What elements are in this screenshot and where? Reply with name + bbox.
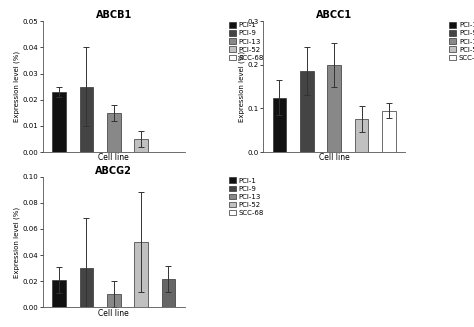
- Bar: [107, 294, 120, 307]
- Y-axis label: Expression level (%): Expression level (%): [13, 206, 20, 278]
- Bar: [80, 268, 93, 307]
- Y-axis label: Expression level (%): Expression level (%): [238, 51, 245, 122]
- Bar: [80, 87, 93, 152]
- Legend: PCI-1, PCI-9, PCI-13, PCI-52, SCC-68: PCI-1, PCI-9, PCI-13, PCI-52, SCC-68: [449, 22, 474, 61]
- Bar: [52, 92, 66, 152]
- X-axis label: Cell line: Cell line: [99, 309, 129, 318]
- Title: ABCG2: ABCG2: [95, 166, 132, 176]
- Bar: [382, 111, 396, 152]
- Legend: PCI-1, PCI-9, PCI-13, PCI-52, SCC-68: PCI-1, PCI-9, PCI-13, PCI-52, SCC-68: [229, 178, 264, 216]
- Bar: [107, 113, 120, 152]
- Legend: PCI-1, PCI-9, PCI-13, PCI-52, SCC-68: PCI-1, PCI-9, PCI-13, PCI-52, SCC-68: [229, 22, 264, 61]
- Title: ABCC1: ABCC1: [316, 10, 352, 21]
- Bar: [52, 280, 66, 307]
- Bar: [134, 242, 148, 307]
- Y-axis label: Expression level (%): Expression level (%): [13, 51, 20, 122]
- Bar: [355, 119, 368, 152]
- Bar: [328, 65, 341, 152]
- Bar: [134, 139, 148, 152]
- X-axis label: Cell line: Cell line: [319, 153, 349, 163]
- Bar: [300, 71, 314, 152]
- X-axis label: Cell line: Cell line: [99, 153, 129, 163]
- Title: ABCB1: ABCB1: [96, 10, 132, 21]
- Bar: [273, 97, 286, 152]
- Bar: [162, 279, 175, 307]
